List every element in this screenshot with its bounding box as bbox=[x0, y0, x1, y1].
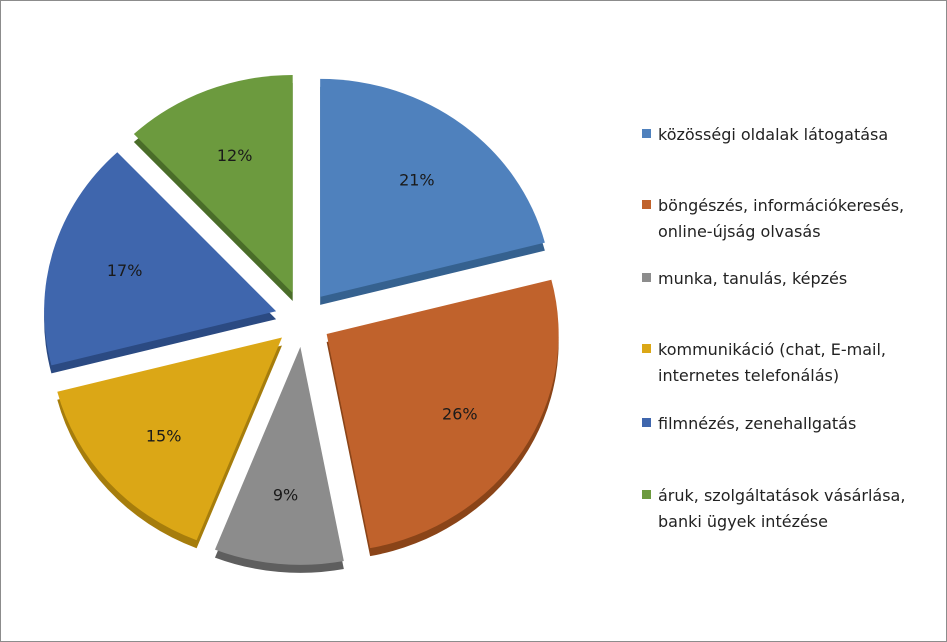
data-label-6: 12% bbox=[217, 146, 253, 165]
data-label-5: 17% bbox=[107, 261, 143, 280]
legend-swatch bbox=[642, 273, 651, 282]
data-label-2: 26% bbox=[442, 404, 478, 423]
legend-swatch bbox=[642, 344, 651, 353]
pie-slice-4 bbox=[57, 337, 282, 541]
legend-item-bongeszes: böngészés, információkeresés, online-újsá… bbox=[642, 193, 904, 245]
legend-swatch bbox=[642, 490, 651, 499]
pie-slice-5 bbox=[44, 152, 277, 366]
legend-label: kommunikáció (chat, E-mail, internetes te… bbox=[658, 340, 886, 385]
legend-label: közösségi oldalak látogatása bbox=[658, 125, 889, 144]
legend-swatch bbox=[642, 418, 651, 427]
pie-slice-6 bbox=[133, 74, 293, 293]
legend-item-kozossegi: közösségi oldalak látogatása bbox=[642, 122, 888, 148]
pie-slice-1 bbox=[320, 78, 545, 297]
legend-swatch bbox=[642, 200, 651, 209]
data-label-3: 9% bbox=[273, 485, 298, 504]
pie-chart: 21% 26% 9% 15% 17% 12% bbox=[44, 74, 559, 573]
legend-label: böngészés, információkeresés, online-újsá… bbox=[658, 196, 905, 241]
legend-label: munka, tanulás, képzés bbox=[658, 269, 848, 288]
data-label-1: 21% bbox=[399, 171, 435, 190]
pie-slice-3 bbox=[214, 346, 344, 565]
pie-slice-2 bbox=[326, 279, 559, 549]
legend-item-aruk: áruk, szolgáltatások vásárlása, banki ügy… bbox=[642, 483, 905, 535]
legend-item-kommunikacio: kommunikáció (chat, E-mail, internetes te… bbox=[642, 337, 886, 389]
legend-item-munka: munka, tanulás, képzés bbox=[642, 266, 847, 292]
legend-label: filmnézés, zenehallgatás bbox=[658, 414, 857, 433]
legend-swatch bbox=[642, 129, 651, 138]
data-label-4: 15% bbox=[146, 427, 182, 446]
legend-label: áruk, szolgáltatások vásárlása, banki ügy… bbox=[658, 486, 906, 531]
legend-item-filmnezes: filmnézés, zenehallgatás bbox=[642, 411, 856, 437]
